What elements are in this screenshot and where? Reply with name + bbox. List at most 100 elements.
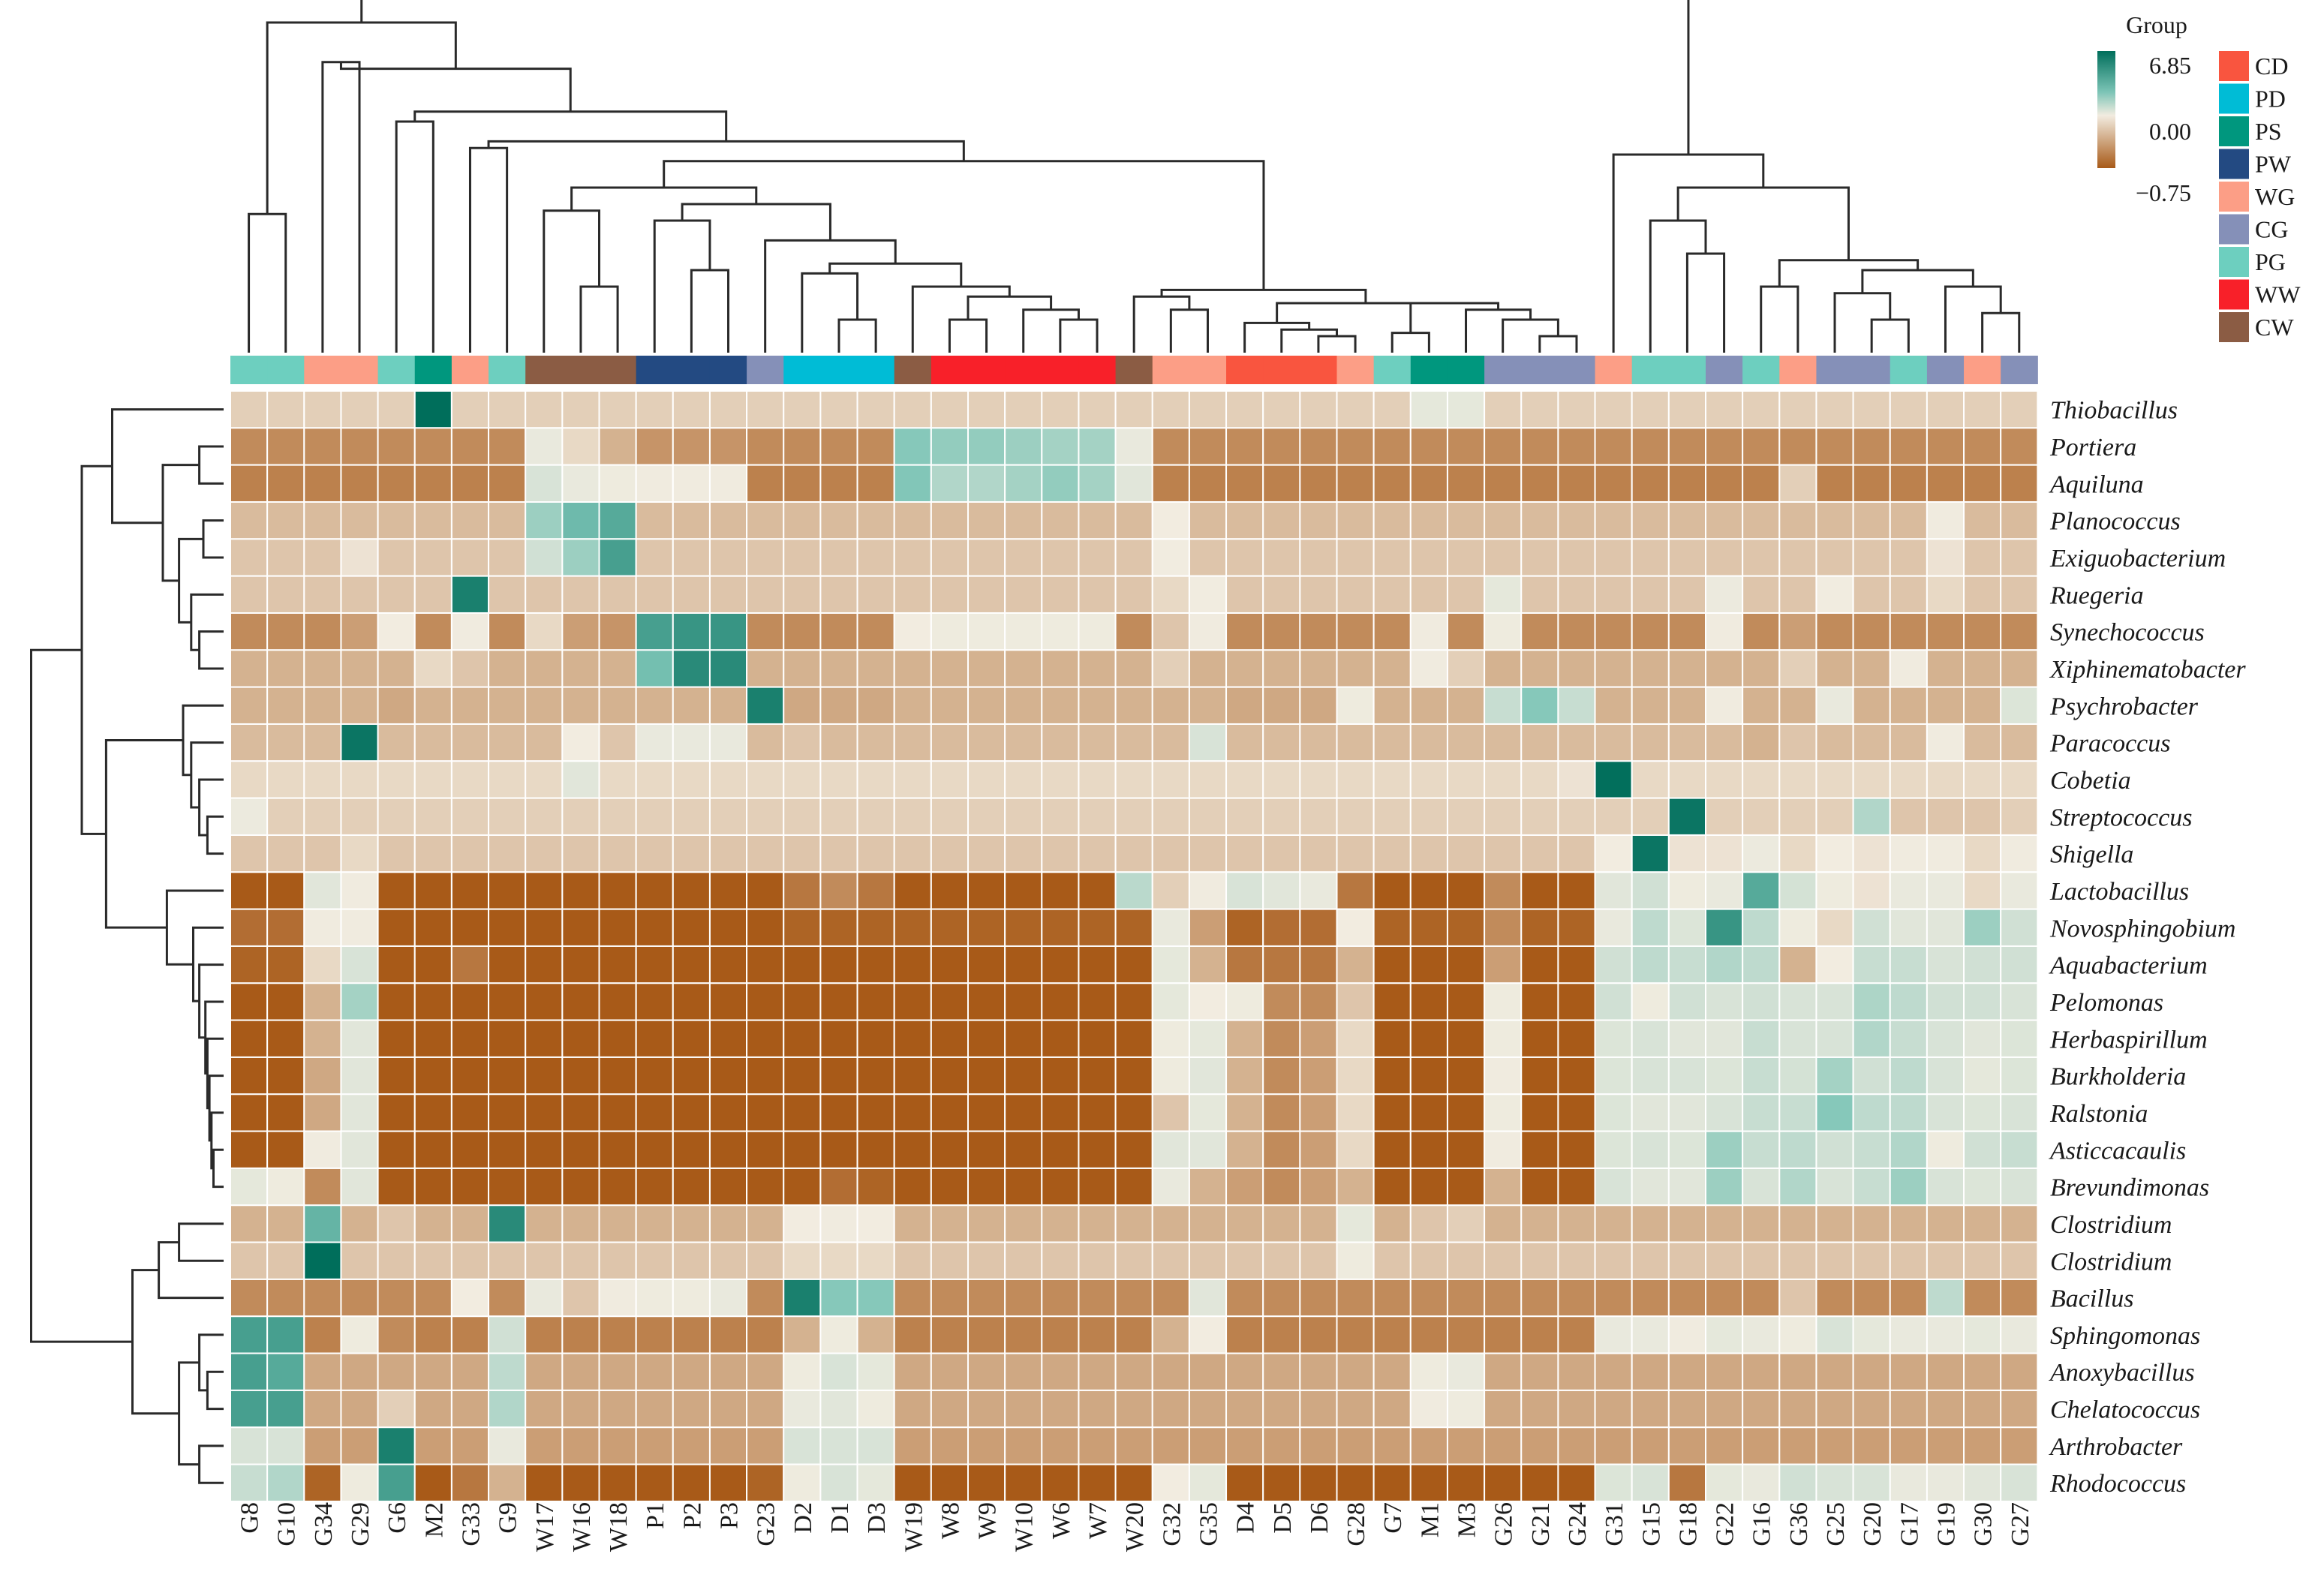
heatmap-cell [1852, 1389, 1891, 1429]
heatmap-cell [1114, 686, 1153, 725]
heatmap-cell [1004, 760, 1043, 799]
heatmap-cell [856, 1019, 895, 1058]
dendrogram-branch [198, 1444, 224, 1484]
row-dendrogram [30, 408, 224, 1484]
heatmap-cell [1705, 1056, 1744, 1096]
heatmap-cell [1852, 649, 1891, 688]
heatmap-cell [1557, 1204, 1596, 1243]
heatmap-cell [1409, 760, 1448, 799]
heatmap-cell [413, 1315, 452, 1354]
heatmap-cell [561, 1315, 600, 1354]
heatmap-cell [1667, 1352, 1707, 1391]
column-label: P2 [678, 1502, 706, 1529]
heatmap-cell [1889, 1167, 1928, 1207]
heatmap-cell [1667, 649, 1707, 688]
heatmap-cell [1815, 908, 1854, 947]
heatmap-cell [967, 945, 1006, 984]
heatmap-cell [598, 1315, 637, 1354]
heatmap-cell [1262, 797, 1301, 836]
dendrogram-branch [360, 0, 1690, 155]
group-bar-cell [1410, 356, 1448, 384]
heatmap-cell [230, 1278, 269, 1318]
heatmap-cell [450, 1130, 490, 1169]
heatmap-cell [1667, 834, 1707, 873]
heatmap-cell [303, 908, 342, 947]
heatmap-cell [1004, 649, 1043, 688]
heatmap-cell [672, 1278, 711, 1318]
heatmap-cell [1742, 982, 1781, 1021]
heatmap-cell [1667, 797, 1707, 836]
heatmap-cell [635, 538, 674, 577]
row-label: Streptococcus [2050, 804, 2192, 831]
heatmap-cell [413, 1130, 452, 1169]
heatmap-cell [1778, 1463, 1817, 1502]
heatmap-cell [1815, 1463, 1854, 1502]
heatmap-cell [1705, 834, 1744, 873]
heatmap-cell [1520, 1056, 1559, 1096]
heatmap-cell [413, 390, 452, 429]
heatmap-cell [340, 1167, 379, 1207]
heatmap-cell [1299, 982, 1338, 1021]
heatmap-cell [708, 1056, 748, 1096]
heatmap-cell [1041, 1278, 1080, 1318]
heatmap-cell [819, 1426, 858, 1465]
heatmap-cell [377, 1426, 416, 1465]
heatmap-cell [598, 649, 637, 688]
heatmap-cell [1594, 427, 1633, 466]
heatmap-cell [1742, 723, 1781, 762]
heatmap-cell [672, 1315, 711, 1354]
heatmap-cell [2000, 575, 2039, 614]
heatmap-cell [1299, 1278, 1338, 1318]
heatmap-cell [708, 1093, 748, 1132]
group-bar-cell [1853, 356, 1891, 384]
heatmap-cell [2000, 1352, 2039, 1391]
heatmap-cell [1631, 575, 1670, 614]
heatmap-cell [672, 649, 711, 688]
heatmap-cell [1409, 427, 1448, 466]
heatmap-cell [488, 1167, 527, 1207]
heatmap-cell [672, 834, 711, 873]
heatmap-cell [856, 390, 895, 429]
heatmap-cell [1815, 834, 1854, 873]
dendrogram-branch [1390, 332, 1430, 353]
group-bar-cell [709, 356, 747, 384]
heatmap-cell [377, 427, 416, 466]
heatmap-cell [893, 871, 932, 910]
heatmap-cell [1446, 649, 1486, 688]
group-annotation-bar [230, 356, 2038, 384]
heatmap-cell [1336, 500, 1375, 540]
heatmap-cell [340, 1278, 379, 1318]
heatmap-cell [1742, 464, 1781, 503]
heatmap-cell [1705, 1389, 1744, 1429]
heatmap-cell [377, 1352, 416, 1391]
heatmap-cell [1963, 797, 2002, 836]
heatmap-cell [340, 427, 379, 466]
heatmap-cell [1225, 686, 1264, 725]
heatmap-cell [1188, 500, 1228, 540]
heatmap-cell [1336, 945, 1375, 984]
heatmap-cell [1262, 1019, 1301, 1058]
heatmap-cell [856, 871, 895, 910]
heatmap-cell [1409, 1315, 1448, 1354]
heatmap-cell [1114, 1389, 1153, 1429]
heatmap-cell [1667, 1167, 1707, 1207]
heatmap-cell [1778, 982, 1817, 1021]
heatmap-cell [488, 797, 527, 836]
heatmap-cell [1778, 538, 1817, 577]
heatmap-cell [1889, 1389, 1928, 1429]
heatmap-cell [1225, 982, 1264, 1021]
heatmap-cell [1667, 1056, 1707, 1096]
group-bar-cell [1336, 356, 1375, 384]
heatmap-cell [1372, 1389, 1412, 1429]
heatmap-cell [266, 538, 305, 577]
heatmap-cell [1299, 1204, 1338, 1243]
heatmap-cell [1667, 1241, 1707, 1280]
heatmap-cell [672, 1056, 711, 1096]
heatmap-cell [1963, 575, 2002, 614]
heatmap-cell [1041, 686, 1080, 725]
heatmap-cell [230, 1315, 269, 1354]
heatmap-cell [1557, 686, 1596, 725]
heatmap-cell [708, 1019, 748, 1058]
heatmap-cell [783, 464, 822, 503]
heatmap-cell [1815, 500, 1854, 540]
